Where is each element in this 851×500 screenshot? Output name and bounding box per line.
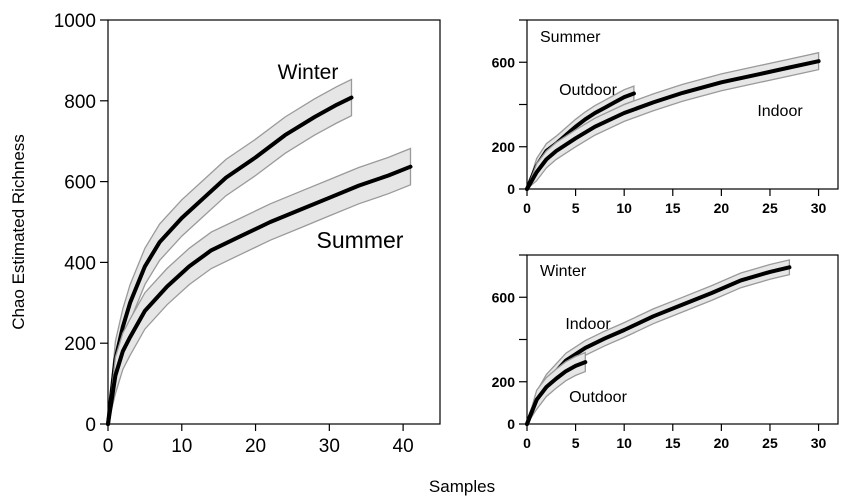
x-tick-label: 30 bbox=[319, 436, 340, 457]
confidence-band-indoor bbox=[526, 259, 791, 425]
main-panel: 0 200 400 600 800 1000 0 10 20 30 40 Winter Summer bbox=[54, 11, 441, 457]
y-tick-label: 600 bbox=[492, 289, 516, 305]
x-tick-label: 20 bbox=[245, 436, 266, 457]
panel-title: Summer bbox=[540, 29, 601, 46]
y-tick-label: 400 bbox=[64, 253, 96, 274]
y-tick-label: 600 bbox=[64, 173, 96, 194]
y-tick-label: 0 bbox=[85, 415, 96, 436]
series-line-summer bbox=[106, 164, 413, 426]
x-tick-label: 25 bbox=[762, 435, 778, 451]
x-tick-label: 30 bbox=[811, 435, 827, 451]
x-tick-label: 25 bbox=[762, 200, 778, 216]
winter-panel: 0 200 600 0 5 10 15 20 25 30 Indoor Outdoor Winter bbox=[492, 254, 839, 451]
y-tick-label: 0 bbox=[507, 181, 515, 197]
x-tick-label: 15 bbox=[665, 435, 681, 451]
series-label-winter: Winter bbox=[278, 61, 339, 84]
series-label-outdoor: Outdoor bbox=[559, 82, 617, 99]
x-tick-label: 0 bbox=[103, 436, 114, 457]
series-label-outdoor: Outdoor bbox=[569, 389, 627, 406]
x-tick-label: 15 bbox=[665, 200, 681, 216]
series-line-outdoor bbox=[525, 360, 588, 426]
x-tick-label: 0 bbox=[523, 435, 531, 451]
y-tick-label: 200 bbox=[492, 374, 516, 390]
y-tick-label: 200 bbox=[492, 139, 516, 155]
x-tick-label: 5 bbox=[572, 200, 580, 216]
y-tick-label: 600 bbox=[492, 54, 516, 70]
x-tick-label: 40 bbox=[393, 436, 414, 457]
x-tick-label: 10 bbox=[171, 436, 192, 457]
summer-panel: 0 200 600 0 5 10 15 20 25 30 Outdoor Indoor Summer bbox=[492, 19, 839, 216]
confidence-band-indoor bbox=[526, 51, 820, 190]
y-tick-label: 0 bbox=[507, 416, 515, 432]
series-label-summer: Summer bbox=[317, 227, 404, 253]
series-line-indoor bbox=[525, 265, 792, 426]
plot-frame bbox=[107, 19, 441, 425]
series-line-winter bbox=[106, 95, 354, 426]
confidence-band-summer bbox=[107, 147, 412, 425]
x-tick-label: 5 bbox=[572, 435, 580, 451]
x-tick-label: 10 bbox=[616, 435, 632, 451]
y-tick-label: 1000 bbox=[54, 11, 96, 32]
y-axis-title: Chao Estimated Richness bbox=[9, 134, 28, 330]
x-tick-label: 30 bbox=[811, 200, 827, 216]
x-tick-label: 20 bbox=[714, 435, 730, 451]
y-tick-label: 200 bbox=[64, 334, 96, 355]
x-tick-label: 10 bbox=[616, 200, 632, 216]
series-label-indoor: Indoor bbox=[565, 316, 611, 333]
y-tick-label: 800 bbox=[64, 92, 96, 113]
series-label-indoor: Indoor bbox=[757, 103, 803, 120]
panel-title: Winter bbox=[540, 263, 587, 280]
x-axis-title: Samples bbox=[429, 477, 495, 496]
x-tick-label: 0 bbox=[523, 200, 531, 216]
series-line-indoor bbox=[525, 59, 821, 191]
x-tick-label: 20 bbox=[714, 200, 730, 216]
